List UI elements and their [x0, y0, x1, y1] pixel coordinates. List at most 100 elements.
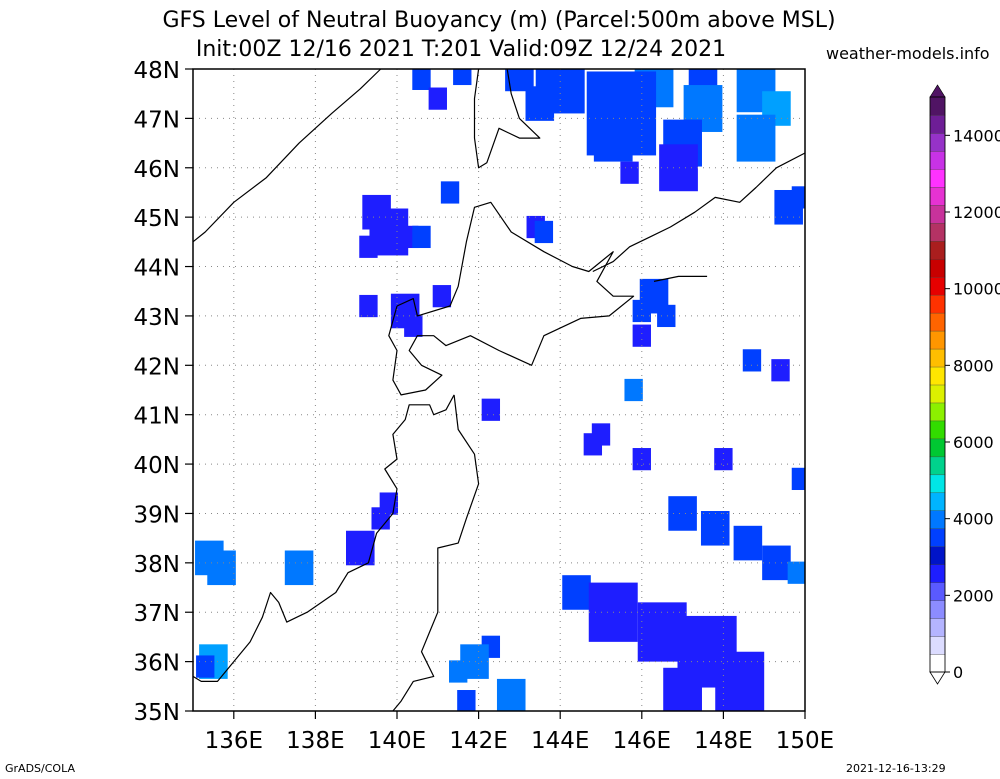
field-cell: [787, 561, 805, 584]
colorbar-segment: [929, 563, 946, 583]
field-cell: [284, 550, 314, 586]
lat-label: 38N: [134, 552, 180, 578]
field-cell: [534, 220, 554, 244]
chart-subtitle: Init:00Z 12/16 2021 T:201 Valid:09Z 12/2…: [195, 37, 727, 62]
field-cell: [481, 398, 501, 421]
colorbar-segment: [929, 366, 946, 386]
lon-label: 142E: [449, 728, 507, 754]
lat-label: 40N: [134, 453, 180, 479]
colorbar-segment: [929, 456, 946, 476]
colorbar-max-arrow: [929, 84, 946, 98]
field-cell: [428, 87, 447, 110]
lat-label: 35N: [134, 700, 180, 726]
lat-label: 39N: [134, 502, 180, 528]
colorbar-label: 4000: [953, 510, 994, 529]
field-cell: [733, 525, 763, 561]
lat-label: 44N: [134, 256, 180, 282]
lat-label: 45N: [134, 206, 180, 232]
lat-label: 36N: [134, 651, 180, 677]
colorbar-outline: [929, 96, 946, 673]
colorbar-segment: [929, 510, 946, 529]
longitude-labels: 136E 138E 140E 142E 144E 146E 148E 150E: [205, 711, 834, 754]
field-cell: [359, 294, 378, 318]
lat-label: 46N: [134, 157, 180, 183]
field-cell: [412, 69, 431, 90]
colorbar-segment: [929, 384, 946, 404]
colorbar-segment: [929, 186, 946, 206]
field-cell: [505, 69, 534, 92]
field-cell: [371, 507, 390, 530]
colorbar-segment: [929, 546, 946, 565]
field-cell: [449, 660, 468, 683]
lon-label: 150E: [776, 728, 834, 754]
colorbar-segment: [929, 258, 946, 278]
field-cell: [620, 161, 639, 184]
field-cell: [593, 114, 633, 162]
colorbar-label: 10000: [953, 280, 1000, 299]
field-cell: [700, 510, 730, 546]
colorbar-segment: [929, 150, 946, 170]
lat-label: 48N: [134, 58, 180, 84]
lat-label: 42N: [134, 354, 180, 380]
field-cell: [412, 225, 431, 249]
field-cell: [346, 530, 375, 566]
field-cell: [791, 186, 805, 209]
field-cell: [496, 678, 526, 711]
colorbar-segment: [929, 168, 946, 188]
colorbar-segment: [929, 528, 946, 547]
colorbar-labels: 0 2000 4000 6000 8000 10000 12000 14000: [945, 126, 1000, 682]
lat-label: 37N: [134, 601, 180, 627]
lon-label: 140E: [368, 728, 426, 754]
coastlines: [192, 68, 806, 712]
field-cell: [440, 181, 460, 204]
field-cell: [663, 667, 702, 711]
colorbar-label: 0: [953, 663, 963, 682]
coastline: [388, 201, 635, 396]
coastline: [653, 275, 708, 282]
colorbar: [929, 84, 946, 685]
lon-label: 148E: [694, 728, 752, 754]
colorbar-segment: [929, 474, 946, 494]
field-cell: [657, 304, 676, 328]
coastline: [192, 68, 382, 243]
lat-label: 47N: [134, 107, 180, 133]
field-cell: [791, 467, 805, 491]
coastline: [473, 68, 541, 169]
lat-label: 43N: [134, 305, 180, 331]
field-cell: [359, 235, 378, 258]
footer-software: GrADS/COLA: [5, 762, 75, 775]
field-cell: [196, 655, 215, 678]
field-cell: [207, 550, 236, 586]
colorbar-label: 2000: [953, 586, 994, 605]
colorbar-label: 12000: [953, 203, 1000, 222]
footer-timestamp: 2021-12-16-13:29: [846, 762, 946, 775]
field-cell: [432, 285, 452, 308]
colorbar-segment: [929, 240, 946, 260]
buoyancy-field: [195, 69, 805, 711]
colorbar-label: 14000: [953, 126, 1000, 145]
colorbar-min-arrow: [929, 671, 946, 685]
field-cell: [453, 69, 472, 86]
latitude-labels: 48N 47N 46N 45N 44N 43N 42N 41N 40N 39N 38N 37N 36N 3…: [134, 58, 193, 726]
colorbar-segment: [929, 276, 946, 296]
colorbar-segment: [929, 492, 946, 511]
colorbar-segment: [929, 204, 946, 224]
lon-label: 146E: [613, 728, 671, 754]
field-cell: [659, 144, 698, 192]
field-cell: [525, 86, 555, 121]
colorbar-segment: [929, 132, 946, 152]
field-cell: [562, 575, 591, 610]
colorbar-segment: [929, 330, 946, 350]
lon-label: 136E: [205, 728, 263, 754]
field-cell: [742, 349, 762, 372]
field-cell: [632, 324, 651, 347]
colorbar-segment: [929, 96, 946, 116]
lon-label: 138E: [286, 728, 344, 754]
field-cell: [715, 651, 765, 711]
colorbar-segment: [929, 635, 946, 655]
coastline: [392, 394, 480, 712]
coastline: [592, 152, 806, 273]
field-cell: [624, 378, 643, 402]
site-credit: weather-models.info: [826, 44, 990, 63]
field-cell: [404, 314, 423, 337]
